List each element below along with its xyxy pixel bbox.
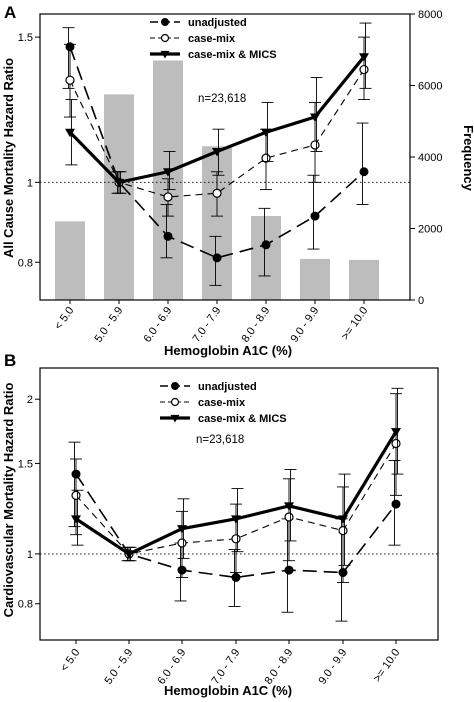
data-point: [391, 499, 401, 509]
data-point: [124, 550, 134, 559]
panel-a-letter: A: [4, 3, 16, 22]
panel-a-y-axis-title: All Cause Mortality Hazard Ratio: [1, 58, 16, 258]
y2-tick-label: 4000: [418, 152, 442, 164]
series-case-mix-mics: [71, 387, 404, 566]
x-tick-label: 5.0 - 5.9: [92, 305, 125, 345]
legend-marker: [160, 50, 170, 59]
frequency-bar: [202, 146, 232, 300]
data-point: [284, 565, 294, 575]
legend-marker: [161, 18, 169, 26]
data-point: [310, 113, 320, 123]
data-point: [177, 525, 187, 534]
data-point: [338, 526, 348, 536]
data-point: [284, 502, 294, 511]
series-case-mix-mics: [65, 22, 372, 194]
panel-b-x-axis-title: Hemoglobin A1C (%): [164, 683, 292, 698]
data-point: [359, 64, 369, 75]
panel-a-sample-size: n=23,618: [198, 93, 246, 105]
y-tick-label: 1: [27, 549, 33, 561]
legend-label: case-mix & MICS: [198, 413, 287, 425]
legend-marker: [170, 397, 180, 407]
legend-marker: [160, 33, 170, 43]
x-tick-label: 8.0 - 8.9: [239, 305, 272, 345]
x-tick-label: 9.0 - 9.9: [288, 305, 321, 345]
data-point: [359, 167, 369, 177]
x-tick-label: 5.0 - 5.9: [102, 647, 135, 687]
data-point: [231, 534, 241, 544]
legend-label: case-mix & MICS: [188, 49, 277, 61]
data-point: [338, 515, 348, 524]
x-tick-label: 9.0 - 9.9: [316, 647, 349, 687]
panel-b-y-axis-title: Cardiovascular Mortality Hazard Ratio: [1, 383, 16, 618]
frequency-bar: [251, 215, 281, 300]
x-tick-label: 6.0 - 6.9: [155, 647, 188, 687]
data-point: [71, 490, 81, 500]
data-point: [71, 515, 81, 524]
panel-a-y2-axis-title: Frequency: [461, 125, 474, 192]
plot-frame: [39, 367, 439, 641]
x-tick-label: >= 10.0: [339, 305, 370, 342]
y-tick-label: 1.5: [18, 32, 33, 44]
y-tick-label: 1: [27, 177, 33, 189]
data-point: [359, 53, 369, 62]
data-point: [65, 128, 75, 138]
x-tick-label: >= 10.0: [371, 647, 402, 684]
legend-label: case-mix: [188, 33, 236, 45]
legend: unadjusted case-mix case-mix & MICS: [150, 17, 277, 61]
x-tick-label: 7.0 - 7.9: [190, 305, 223, 345]
y2-tick-label: 0: [418, 295, 424, 307]
panel-a-chart: 0.8 1 1.5 0 2000 4000 6000 8000 < 5.0 5.0 - 5.9 6.…: [18, 9, 443, 345]
data-point: [163, 231, 173, 241]
legend-marker: [170, 414, 180, 423]
data-point: [163, 168, 173, 177]
frequency-bar: [55, 221, 85, 300]
y-tick-label: 0.8: [18, 257, 33, 269]
x-tick-label: 6.0 - 6.9: [141, 305, 174, 345]
x-tick-label: 8.0 - 8.9: [262, 647, 295, 687]
data-point: [310, 211, 320, 221]
data-point: [261, 128, 271, 138]
data-point: [65, 75, 75, 85]
y-tick-label: 1.5: [18, 458, 33, 470]
frequency-bar: [349, 259, 379, 300]
y-tick-label: 2: [27, 394, 33, 406]
legend: unadjusted case-mix case-mix & MICS: [160, 381, 287, 425]
x-tick-label: < 5.0: [52, 305, 76, 332]
data-point: [231, 515, 241, 524]
data-point: [212, 147, 222, 157]
y2-tick-label: 6000: [418, 81, 442, 93]
data-point: [177, 538, 187, 548]
data-point: [212, 188, 222, 198]
data-point: [391, 438, 401, 449]
panel-b-chart: 0.8 1 1.5 2 < 5.0 5.0 - 5.9 6.0 - 6.9 7.0 - 7.9…: [18, 367, 439, 687]
frequency-bar: [300, 258, 330, 300]
y-tick-label: 0.8: [18, 599, 33, 611]
data-point: [163, 192, 173, 202]
panel-b-letter: B: [4, 351, 16, 370]
frequency-bar: [104, 94, 134, 300]
x-tick-label: 7.0 - 7.9: [209, 647, 242, 687]
x-tick-label: < 5.0: [58, 647, 82, 674]
data-point: [261, 153, 271, 163]
data-point: [114, 178, 124, 188]
legend-label: case-mix: [198, 397, 246, 409]
series-unadjusted: [68, 441, 401, 622]
data-point: [231, 572, 241, 582]
panel-a-x-axis-title: Hemoglobin A1C (%): [164, 343, 292, 358]
legend-label: unadjusted: [188, 17, 247, 29]
y2-tick-label: 2000: [418, 224, 442, 236]
data-point: [284, 512, 294, 522]
data-point: [310, 140, 320, 150]
panel-b-sample-size: n=23,618: [196, 434, 244, 446]
legend-label: unadjusted: [198, 381, 257, 393]
data-point: [261, 240, 271, 250]
legend-marker: [171, 382, 179, 390]
y2-tick-label: 8000: [418, 9, 442, 21]
data-point: [212, 253, 222, 263]
data-point: [391, 428, 401, 437]
